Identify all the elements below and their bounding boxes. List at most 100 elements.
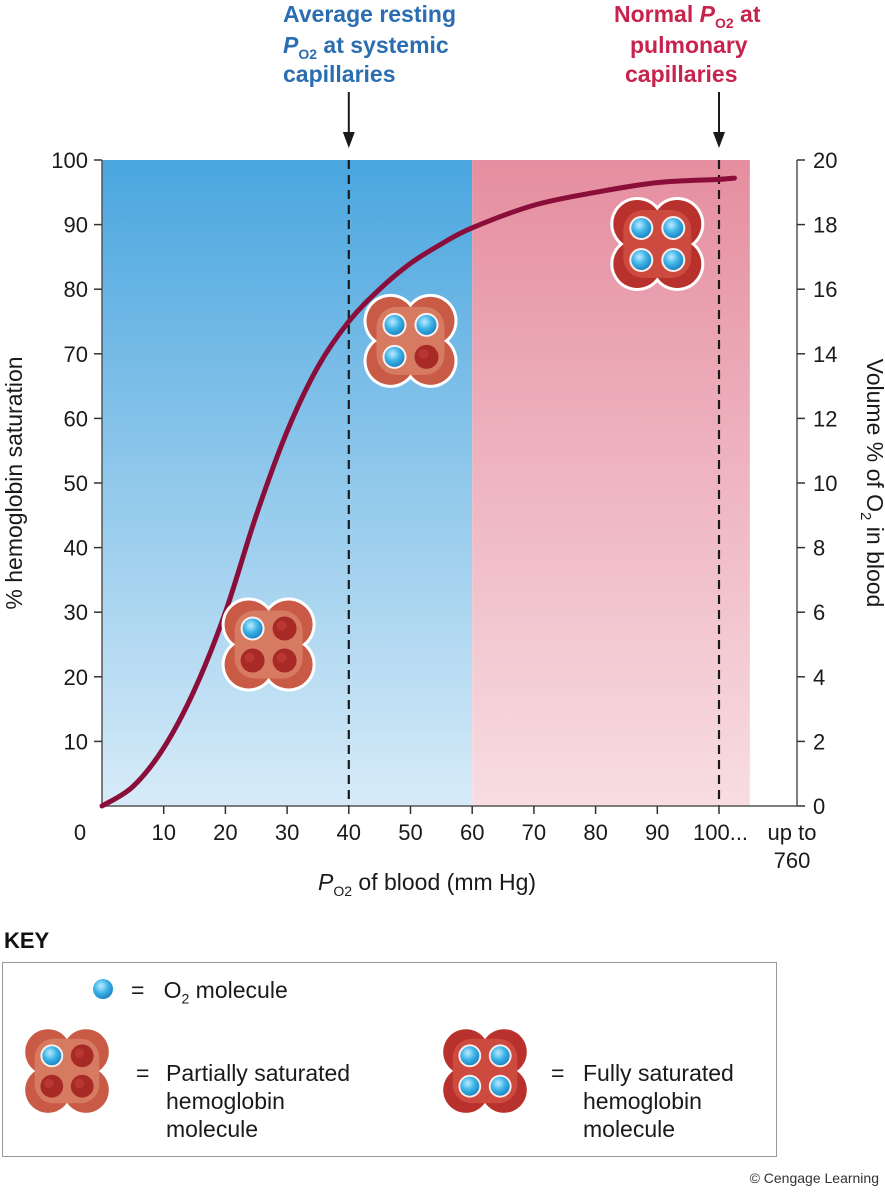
- y-right-tick-label: 2: [813, 729, 825, 754]
- key-icons: [22, 977, 530, 1116]
- systemic-annotation-line3: capillaries: [283, 61, 396, 87]
- x-end-label: up to: [768, 820, 817, 845]
- y-left-tick-label: 20: [64, 665, 88, 690]
- partial-hemoglobin-icon: [221, 597, 316, 692]
- key-full-line: hemoglobin: [583, 1088, 702, 1114]
- axes: [94, 159, 805, 814]
- full-hemoglobin-icon: [610, 196, 705, 291]
- y-left-tick-label: 60: [64, 406, 88, 431]
- full-hemoglobin-icon: [440, 1026, 530, 1116]
- y-right-tick-label: 10: [813, 471, 837, 496]
- arrow-head: [342, 132, 355, 148]
- partial-hemoglobin-icon: [22, 1026, 112, 1116]
- x-tick-label: 90: [645, 820, 669, 845]
- y-right-tick-label: 16: [813, 277, 837, 302]
- key-partial-label: Partially saturated hemoglobin molecule: [166, 1059, 350, 1143]
- key-partial-line: hemoglobin: [166, 1088, 285, 1114]
- y-axis-left-label: % hemoglobin saturation: [1, 356, 27, 609]
- key-full-label: Fully saturated hemoglobin molecule: [583, 1059, 734, 1143]
- y-right-tick-label: 6: [813, 600, 825, 625]
- key-full-equals: =: [551, 1060, 565, 1086]
- heme-shine: [44, 1078, 54, 1089]
- oxygen-dissociation-chart: 1020304050607080901000246810121416182010…: [1, 1, 885, 899]
- o2-icon: [663, 217, 684, 238]
- arrow-head: [713, 132, 725, 148]
- heme-shine: [244, 652, 255, 663]
- y-left-tick-label: 70: [64, 342, 88, 367]
- systemic-annotation: Average resting PO2 at systemic capillar…: [283, 1, 456, 87]
- copyright-credit: © Cengage Learning: [749, 1170, 879, 1186]
- x-tick-label: 20: [213, 820, 237, 845]
- curve-layer: [99, 175, 737, 809]
- y-right-tick-label: 18: [813, 213, 837, 238]
- o2-icon: [490, 1046, 510, 1066]
- o2-icon: [663, 249, 684, 270]
- molecule-illustrations: [221, 196, 705, 692]
- key-full-line: molecule: [583, 1116, 676, 1142]
- o2-icon: [631, 249, 652, 270]
- tick-labels: 1020304050607080901000246810121416182010…: [51, 148, 837, 873]
- heme-shine: [276, 652, 287, 663]
- y-left-tick-label: 80: [64, 277, 88, 302]
- region-blue: [102, 160, 473, 806]
- pulmonary-annotation-line1: Normal PO2 at: [614, 1, 761, 31]
- key-panel: = O2 molecule = Partially saturated hemo…: [2, 962, 777, 1157]
- y-right-tick-label: 14: [813, 342, 837, 367]
- annotation-arrows: [342, 92, 725, 148]
- key-o2-label: O2 molecule: [163, 977, 288, 1007]
- y-left-tick-label: 90: [64, 213, 88, 238]
- o2-icon: [460, 1046, 480, 1066]
- x-tick-label: 30: [275, 820, 299, 845]
- x-tick-label: 80: [583, 820, 607, 845]
- x-end-label: 760: [774, 848, 811, 873]
- key-partial-equals: =: [136, 1060, 150, 1086]
- o2-icon: [460, 1076, 480, 1096]
- saturation-curve: [99, 175, 737, 809]
- reference-lines: [347, 160, 721, 806]
- y-left-tick-label: 10: [64, 729, 88, 754]
- y-left-tick-label: 100: [51, 148, 88, 173]
- key-partial-line: molecule: [166, 1116, 259, 1142]
- heme-shine: [74, 1048, 85, 1058]
- y-right-tick-label: 8: [813, 536, 825, 561]
- y-left-tick-label: 30: [64, 600, 88, 625]
- o2-key-icon: [93, 979, 113, 999]
- pulmonary-annotation-line2: pulmonary: [630, 32, 748, 58]
- o2-icon: [384, 346, 405, 367]
- x-tick-label: 10: [151, 820, 175, 845]
- o2-icon: [416, 314, 437, 335]
- x-tick-label: 50: [398, 820, 422, 845]
- key-partial-line: Partially saturated: [166, 1060, 351, 1086]
- o2-icon: [384, 314, 405, 335]
- systemic-annotation-line2: PO2 at systemic: [283, 32, 449, 62]
- heme-shine: [418, 348, 429, 359]
- o2-icon: [631, 217, 652, 238]
- heme-shine: [74, 1078, 85, 1089]
- x-origin-label: 0: [74, 820, 86, 845]
- pulmonary-annotation-line3: capillaries: [625, 61, 738, 87]
- y-left-tick-label: 50: [64, 471, 88, 496]
- y-right-tick-label: 4: [813, 665, 825, 690]
- heme-shine: [276, 620, 287, 631]
- partial-hemoglobin-icon: [363, 293, 458, 388]
- o2-icon: [490, 1076, 510, 1096]
- y-left-tick-label: 40: [64, 536, 88, 561]
- y-right-tick-label: 12: [813, 406, 837, 431]
- x-tick-label: 60: [460, 820, 484, 845]
- region-pink: [472, 160, 750, 806]
- x-axis-label: PO2 of blood (mm Hg): [318, 869, 536, 899]
- key-full-line: Fully saturated: [583, 1060, 734, 1086]
- key-o2-row: = O2 molecule: [131, 976, 288, 1013]
- x-tick-label: 40: [337, 820, 361, 845]
- y-right-tick-label: 20: [813, 148, 837, 173]
- o2-icon: [42, 1046, 62, 1066]
- y-axis-right-label: Volume % of O2 in blood: [857, 359, 885, 608]
- systemic-annotation-line1: Average resting: [283, 1, 456, 27]
- o2-icon: [242, 618, 263, 639]
- pulmonary-annotation: Normal PO2 at pulmonary capillaries: [614, 1, 761, 87]
- y-right-tick-label: 0: [813, 794, 825, 819]
- x-tick-label: 100...: [693, 820, 748, 845]
- x-tick-label: 70: [522, 820, 546, 845]
- key-title: KEY: [4, 928, 50, 953]
